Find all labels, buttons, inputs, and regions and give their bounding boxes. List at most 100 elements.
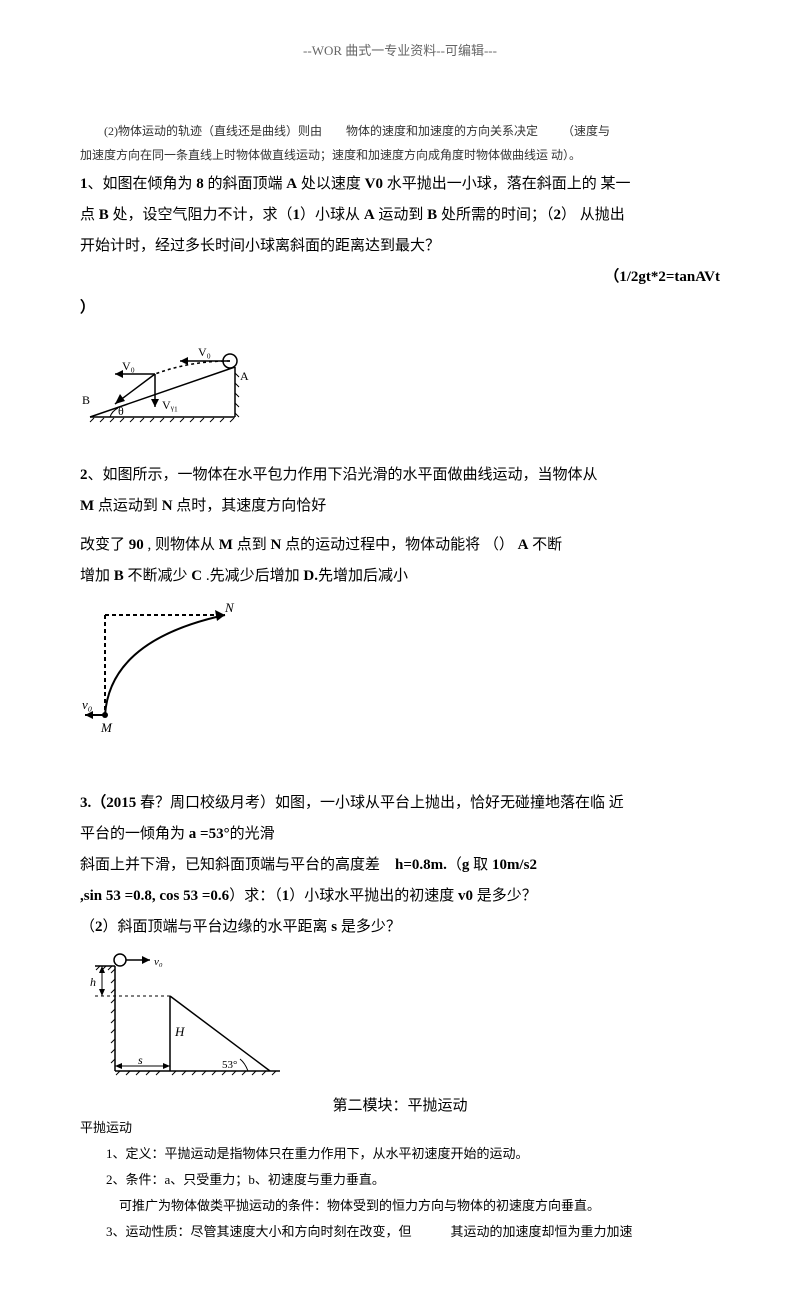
q2-optD: D. xyxy=(303,568,318,584)
q1-A: A xyxy=(286,176,297,192)
q1-l2e: 处所需的时间；（ xyxy=(437,207,553,223)
q3-l2a: 平台的一倾角为 xyxy=(80,826,189,842)
q1-formula: （1/2gt*2=tanAVt xyxy=(80,264,720,291)
q3-alpha: a =53° xyxy=(189,826,230,842)
q2-l3b: , 则物体从 xyxy=(144,537,219,553)
q2-line3: 改变了 90 , 则物体从 M 点到 N 点的运动过程中，物体动能将 （） A … xyxy=(80,532,720,559)
q1-t2: 的斜面顶端 xyxy=(204,176,287,192)
m2-i2b: 、只受重力； xyxy=(170,1172,248,1187)
intro-line2: 加速度方向在同一条直线上时物体做直线运动；速度和加速度方向成角度时物体做曲线运 … xyxy=(80,143,720,167)
q1-l2c: ）小球从 xyxy=(300,207,364,223)
q3-line3: 斜面上并下滑，已知斜面顶端与平台的高度差 h=0.8m.（g 取 10m/s2 xyxy=(80,852,720,879)
q3-l5b: ）斜面顶端与平台边缘的水平距离 xyxy=(103,919,332,935)
q3-line2: 平台的一倾角为 a =53°的光滑 xyxy=(80,821,720,848)
q2-N2: N xyxy=(270,537,281,553)
q2-optCt: .先减少后增加 xyxy=(202,568,303,584)
q1-num: 1 xyxy=(80,176,88,192)
q2-l2b: 点运动到 xyxy=(94,498,162,514)
q1-paren: ） xyxy=(80,295,720,322)
q2-optC: C xyxy=(191,568,202,584)
fig3-angle: 53° xyxy=(222,1059,237,1071)
q1-l2b: 处，设空气阻力不计，求（ xyxy=(109,207,293,223)
fig1-v0l: V₀ xyxy=(122,359,135,373)
q1-l2a: 点 xyxy=(80,207,99,223)
m2-i2c: 、初速度与重力垂直。 xyxy=(255,1172,385,1187)
q3-num: 3. xyxy=(80,795,91,811)
q3-two: 2 xyxy=(95,919,103,935)
q2-optDt: 先增加后减小 xyxy=(318,568,408,584)
q3-l4c: ）小球水平抛出的初速度 xyxy=(289,888,458,904)
q2-t1: 、如图所示，一物体在水平包力作用下沿光滑的水平面做曲线运动，当物体从 xyxy=(88,467,598,483)
q1-B: B xyxy=(99,207,109,223)
q3-line5: （2）斜面顶端与平台边缘的水平距离 s 是多少？ xyxy=(80,914,720,941)
q2-l3c: 点到 xyxy=(233,537,271,553)
page-header: --WOR 曲式一专业资料--可编辑--- xyxy=(80,40,720,59)
m2-i2a: 2、条件： xyxy=(106,1172,165,1187)
figure-1: V₀ V₀ A B Vᵧ₁ θ xyxy=(80,332,720,432)
q1-line2: 点 B 处，设空气阻力不计，求（1）小球从 A 运动到 B 处所需的时间；（2）… xyxy=(80,202,720,229)
q2-line1: 2、如图所示，一物体在水平包力作用下沿光滑的水平面做曲线运动，当物体从 xyxy=(80,462,720,489)
q2-line4: 增加 B 不断减少 C .先减少后增加 D.先增加后减小 xyxy=(80,563,720,590)
intro-line1: (2)物体运动的轨迹（直线还是曲线）则由 物体的速度和加速度的方向关系决定 （速… xyxy=(80,119,720,143)
module2-item3: 3、运动性质：尽管其速度大小和方向时刻在改变，但 其运动的加速度却恒为重力加速 xyxy=(106,1219,720,1245)
q1-line1: 1、如图在倾角为 8 的斜面顶端 A 处以速度 V0 水平抛出一小球，落在斜面上… xyxy=(80,171,720,198)
module2-item1: 1、定义：平抛运动是指物体只在重力作用下，从水平初速度开始的运动。 xyxy=(106,1141,720,1167)
q2-l3d: 点的运动过程中，物体动能将 （） xyxy=(281,537,517,553)
q2-optBt: 不断减少 xyxy=(124,568,192,584)
fig1-theta: θ xyxy=(118,404,124,418)
q1-B2: B xyxy=(427,207,437,223)
q2-line2: M 点运动到 N 点时，其速度方向恰好 xyxy=(80,493,720,520)
q3-v0: v0 xyxy=(458,888,473,904)
q3-year: （2015 xyxy=(91,795,136,811)
q3-l3c: 取 xyxy=(469,857,492,873)
q3-h: h=0.8m. xyxy=(395,857,447,873)
q2-M2: M xyxy=(219,537,233,553)
module2-title: 第二模块：平抛运动 xyxy=(80,1094,720,1115)
q1-t3: 处以速度 xyxy=(297,176,365,192)
fig2-N: N xyxy=(224,600,235,615)
q2-l3a: 改变了 xyxy=(80,537,129,553)
q2-optAt: 不断 xyxy=(528,537,562,553)
q3-l2b: 的光滑 xyxy=(230,826,275,842)
module2-item2-line2: 可推广为物体做类平抛运动的条件：物体受到的恒力方向与物体的初速度方向垂直。 xyxy=(119,1193,720,1219)
q1-t4: 水平抛出一小球，落在斜面上的 某一 xyxy=(383,176,631,192)
figure-3: h H s v₀ 53° xyxy=(80,951,720,1086)
q3-t1: 春？周口校级月考）如图，一小球从平台上抛出，恰好无碰撞地落在临 近 xyxy=(136,795,624,811)
q2-N: N xyxy=(162,498,173,514)
fig3-H: H xyxy=(174,1024,185,1039)
q1-t1: 、如图在倾角为 xyxy=(88,176,197,192)
q2-l4a: 增加 xyxy=(80,568,114,584)
q2-num: 2 xyxy=(80,467,88,483)
q2-optA: A xyxy=(518,537,529,553)
fig1-A: A xyxy=(240,369,249,383)
q3-l5a: （ xyxy=(80,919,95,935)
q3-l3b: （ xyxy=(447,857,462,873)
module2-subtitle: 平抛运动 xyxy=(80,1115,720,1141)
fig2-v0: v₀ xyxy=(82,697,92,712)
q2-M: M xyxy=(80,498,94,514)
q1-one: 1 xyxy=(293,207,301,223)
fig1-vy: Vᵧ₁ xyxy=(162,398,178,412)
q2-90: 90 xyxy=(129,537,144,553)
module2-item2: 2、条件：a、只受重力；b、初速度与重力垂直。 xyxy=(106,1167,720,1193)
q1-v0: V0 xyxy=(365,176,383,192)
q1-line3: 开始计时，经过多长时间小球离斜面的距离达到最大？ xyxy=(80,233,720,260)
q3-l4d: 是多少？ xyxy=(473,888,537,904)
q1-l2f: ） 从抛出 xyxy=(561,207,625,223)
q1-two: 2 xyxy=(553,207,561,223)
fig3-s: s xyxy=(138,1053,143,1067)
q1-A2: A xyxy=(364,207,375,223)
q3-line4: ,sin 53 =0.8, cos 53 =0.6）求：（1）小球水平抛出的初速… xyxy=(80,883,720,910)
q3-trig: ,sin 53 =0.8, cos 53 =0.6 xyxy=(80,888,229,904)
q2-l2d: 点时，其速度方向恰好 xyxy=(173,498,327,514)
q3-l5c: 是多少？ xyxy=(337,919,401,935)
fig1-v0r: V₀ xyxy=(198,345,211,359)
q1-angle: 8 xyxy=(196,176,204,192)
q3-l3a: 斜面上并下滑，已知斜面顶端与平台的高度差 xyxy=(80,857,395,873)
figure-2: N M v₀ xyxy=(80,600,720,740)
q3-line1: 3.（2015 春？周口校级月考）如图，一小球从平台上抛出，恰好无碰撞地落在临 … xyxy=(80,790,720,817)
page: --WOR 曲式一专业资料--可编辑--- (2)物体运动的轨迹（直线还是曲线）… xyxy=(0,0,800,1305)
q2-optB: B xyxy=(114,568,124,584)
q3-gval: 10m/s2 xyxy=(492,857,537,873)
fig3-v0: v₀ xyxy=(154,956,163,968)
